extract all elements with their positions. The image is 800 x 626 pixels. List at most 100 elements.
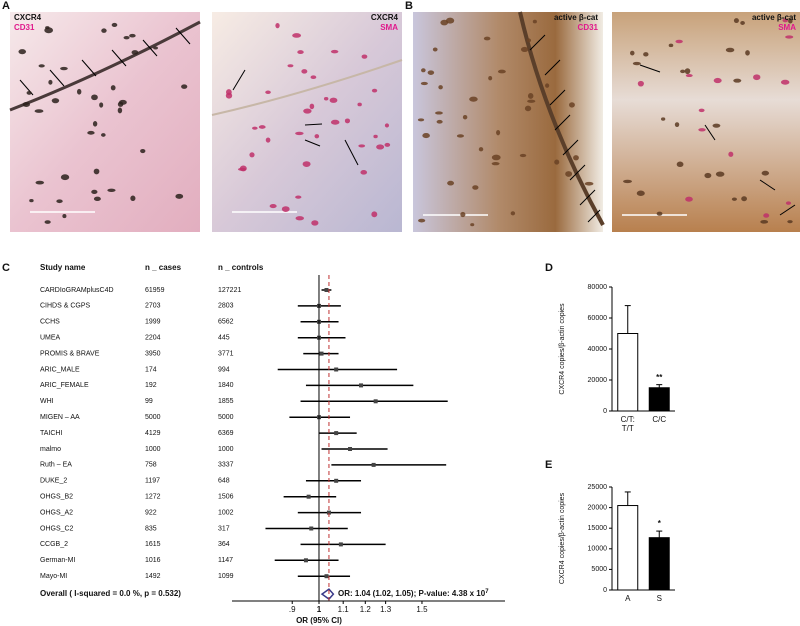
n-cases: 192 [145, 382, 157, 389]
cell [674, 122, 680, 128]
n-cases: 922 [145, 509, 157, 516]
cell [787, 220, 793, 224]
cell [91, 189, 98, 195]
y-tick-label: 20000 [588, 504, 608, 511]
cell [760, 220, 769, 224]
x-tick-label: 1.5 [416, 605, 428, 614]
y-tick-label: 5000 [591, 566, 607, 573]
overall-annotation: OR: 1.04 (1.02, 1.05); P-value: 4.38 x 1… [338, 589, 489, 599]
estimate [334, 431, 339, 436]
marker-label: active β-cat [752, 13, 796, 22]
estimate [371, 462, 376, 467]
cell [45, 26, 50, 30]
cell [303, 108, 312, 114]
estimate [334, 367, 339, 372]
study-name: DUKE_2 [40, 478, 67, 485]
n-controls: 1855 [218, 398, 234, 405]
histology [9, 11, 800, 232]
n-cases: 4129 [145, 430, 161, 437]
cell [565, 171, 573, 177]
n-cases: 2204 [145, 335, 161, 342]
cell [421, 68, 426, 73]
column-header: n _ controls [218, 263, 264, 272]
cell [680, 69, 686, 74]
cell [181, 84, 188, 89]
cell [18, 49, 27, 55]
cell [436, 119, 443, 124]
cell [252, 126, 258, 130]
y-axis-label: CXCR4 copies/β-actin copies [559, 492, 566, 584]
cell [427, 70, 435, 75]
cell [226, 89, 232, 96]
cell [725, 47, 735, 53]
cell [584, 181, 594, 186]
n-controls: 445 [218, 335, 230, 342]
vessel-edge [211, 59, 403, 116]
cell [713, 77, 722, 84]
n-controls: 2803 [218, 303, 234, 310]
cell [527, 99, 536, 103]
cell [265, 137, 271, 143]
significance: ** [656, 373, 663, 382]
estimate [319, 351, 324, 356]
n-controls: 127221 [218, 287, 241, 294]
n-controls: 1840 [218, 382, 234, 389]
cell [295, 216, 304, 221]
cell [22, 102, 30, 107]
cell [119, 99, 127, 105]
cell [524, 105, 532, 112]
cell [29, 199, 34, 203]
cell [712, 123, 721, 128]
study-name: ARIC_FEMALE [40, 382, 89, 389]
cell [785, 35, 794, 39]
stain-label: CD31 [578, 23, 599, 32]
cell [704, 172, 712, 179]
cell [432, 47, 438, 52]
stain-label: SMA [380, 23, 398, 32]
cell [258, 125, 266, 129]
study-name: Mayo-MI [40, 573, 67, 580]
x-tick-label: S [657, 594, 662, 603]
cell [26, 90, 32, 95]
cell [676, 161, 684, 167]
study-name: TAICHI [40, 430, 62, 437]
n-controls: 3337 [218, 462, 234, 469]
cell [573, 155, 579, 161]
study-name: Ruth – EA [40, 462, 72, 469]
bar [648, 537, 670, 591]
cell [440, 19, 449, 26]
cell [302, 161, 311, 167]
overall-label: Overall ( I-squared = 0.0 %, p = 0.532) [40, 589, 181, 598]
cell [460, 211, 466, 218]
cell [92, 120, 98, 127]
cell [510, 211, 516, 216]
x-tick-label: .9 [289, 605, 296, 614]
stain-label: SMA [778, 23, 796, 32]
study-name: OHGS_B2 [40, 494, 73, 501]
cell [101, 28, 107, 33]
n-cases: 835 [145, 525, 157, 532]
cell [497, 69, 506, 74]
cell [281, 206, 290, 212]
cell [438, 85, 443, 90]
n-controls: 648 [218, 478, 230, 485]
marker-label: active β-cat [554, 13, 598, 22]
cell [731, 197, 737, 201]
cell [297, 50, 304, 55]
x-tick-label: C/T: T/T [621, 415, 635, 433]
cell [292, 33, 302, 38]
x-tick-label: 1 [317, 605, 322, 614]
study-name: German-MI [40, 557, 75, 564]
cell [447, 180, 455, 186]
n-controls: 994 [218, 366, 230, 373]
cell [420, 81, 428, 86]
cell [51, 98, 60, 104]
cell [526, 38, 532, 43]
cell [623, 179, 632, 184]
y-tick-label: 60000 [588, 315, 608, 322]
n-cases: 1000 [145, 446, 161, 453]
cell [376, 144, 385, 150]
scale-bars [30, 211, 687, 216]
study-name: MIGEN – AA [40, 414, 80, 421]
cell [418, 218, 426, 223]
